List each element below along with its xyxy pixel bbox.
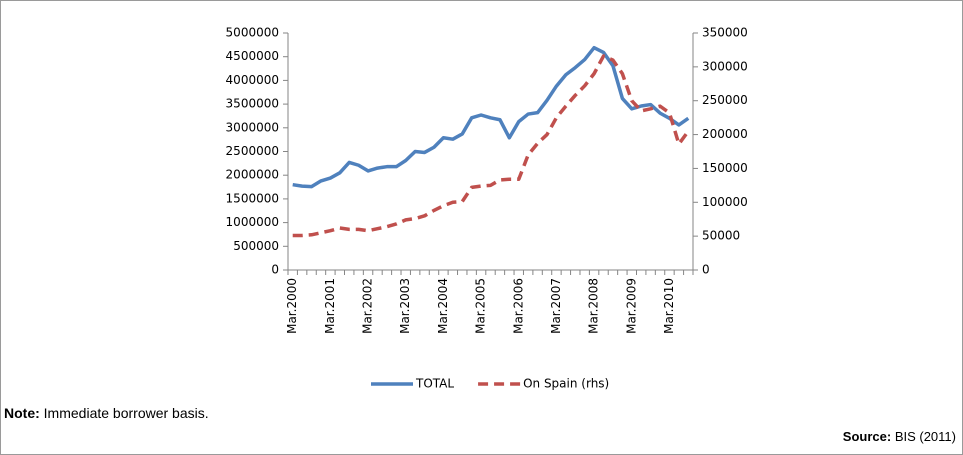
x-tick-label: Mar.2004 [436, 278, 450, 334]
note: Note: Immediate borrower basis. [4, 405, 209, 421]
series-line [292, 45, 690, 189]
source-text: BIS (2011) [894, 429, 956, 444]
x-tick-label: Mar.2002 [361, 278, 375, 334]
y-tick-label: 4000000 [226, 73, 279, 87]
note-text: Immediate borrower basis. [43, 405, 209, 421]
y2-tick-label: 100000 [702, 195, 748, 209]
y2-tick-label: 250000 [702, 93, 748, 107]
note-label: Note: [4, 405, 40, 421]
x-tick-label: Mar.2008 [587, 278, 601, 334]
y-tick-label: 2000000 [226, 168, 279, 182]
y2-tick-label: 200000 [702, 127, 748, 141]
y2-tick-label: 300000 [702, 59, 748, 73]
y-tick-label: 1500000 [226, 191, 279, 205]
y-tick-label: 1000000 [226, 215, 279, 229]
y2-tick-label: 150000 [702, 161, 748, 175]
y-tick-label: 4500000 [226, 49, 279, 63]
x-tick-label: Mar.2000 [285, 278, 299, 334]
y-tick-label: 2500000 [226, 144, 279, 158]
x-tick-label: Mar.2005 [474, 278, 488, 334]
x-tick-label: Mar.2006 [511, 278, 525, 334]
y-tick-label: 500000 [233, 239, 279, 253]
source: Source: BIS (2011) [843, 429, 956, 444]
y2-tick-label: 0 [702, 263, 710, 277]
y-tick-label: 5000000 [226, 26, 279, 40]
x-tick-label: Mar.2007 [549, 278, 563, 334]
x-tick-label: Mar.2009 [624, 278, 638, 334]
chart: 0500000100000015000002000000250000030000… [226, 26, 748, 391]
y-tick-label: 3500000 [226, 97, 279, 111]
y2-tick-label: 50000 [702, 229, 740, 243]
x-tick-label: Mar.2010 [662, 278, 676, 334]
legend-label: On Spain (rhs) [523, 377, 609, 391]
y-tick-label: 0 [271, 263, 279, 277]
x-tick-label: Mar.2003 [398, 278, 412, 334]
y-tick-label: 3000000 [226, 120, 279, 134]
y2-tick-label: 350000 [702, 26, 748, 40]
legend-label: TOTAL [415, 377, 454, 391]
series-line [292, 54, 690, 238]
x-tick-label: Mar.2001 [323, 278, 337, 334]
source-label: Source: [842, 429, 892, 444]
